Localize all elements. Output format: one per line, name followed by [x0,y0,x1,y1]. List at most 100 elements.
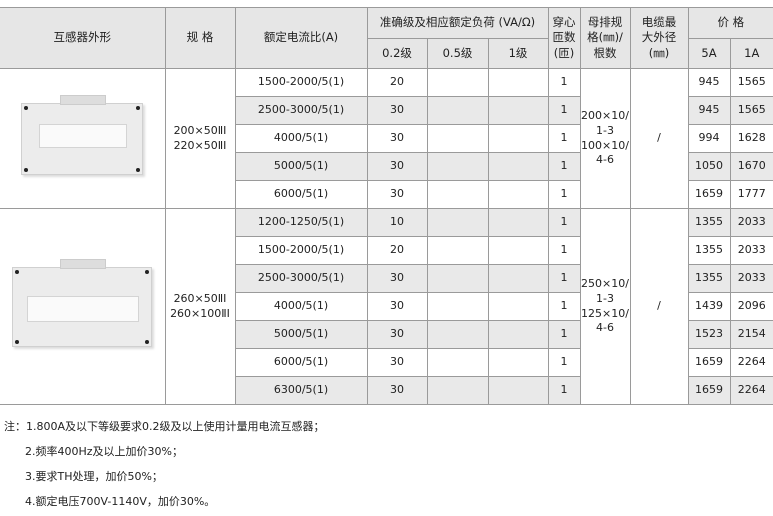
busbar-line: 1-3 [596,291,614,305]
price-5a-cell: 994 [687,124,731,153]
busbar-line: 125×10/ [581,306,629,320]
table-row: 5000/5(1) 30 1 1523 2154 [0,320,773,349]
busbar-line: 4-6 [596,153,614,167]
ratio-cell: 6000/5(1) [234,180,368,209]
acc-1-cell [487,208,549,237]
busbar-cell: 250×10/1-3 125×10/4-6 [579,208,631,405]
acc-1-cell [487,152,549,181]
ratio-cell: 5000/5(1) [234,320,368,349]
table-row: 6000/5(1) 30 1 1659 2264 [0,348,773,377]
price-1a-cell: 2033 [729,208,773,237]
acc-02-cell: 30 [366,152,428,181]
acc-05-cell [426,320,489,349]
busbar-line: 4-6 [596,321,614,335]
header-spec: 规 格 [164,7,236,69]
price-5a-cell: 1050 [687,152,731,181]
acc-05-cell [426,180,489,209]
price-5a-cell: 1659 [687,180,731,209]
ratio-cell: 1500-2000/5(1) [234,68,368,97]
turns-cell: 1 [547,68,581,97]
price-1a-cell: 1670 [729,152,773,181]
ratio-cell: 1200-1250/5(1) [234,208,368,237]
acc-1-cell [487,96,549,125]
ratio-cell: 2500-3000/5(1) [234,264,368,293]
price-1a-cell: 2264 [729,348,773,377]
price-1a-cell: 2033 [729,236,773,265]
header-price-5a: 5A [687,38,731,69]
current-transformer-photo [12,258,153,347]
header-acc-05: 0.5级 [426,38,489,69]
table-row: 5000/5(1) 30 1 1050 1670 [0,152,773,181]
ratio-cell: 4000/5(1) [234,124,368,153]
turns-cell: 1 [547,292,581,321]
busbar-cell: 200×10/1-3 100×10/4-6 [579,68,631,209]
acc-05-cell [426,152,489,181]
header-appearance: 互感器外形 [0,7,166,69]
price-1a-cell: 2096 [729,292,773,321]
ratio-cell: 2500-3000/5(1) [234,96,368,125]
acc-1-cell [487,124,549,153]
turns-cell: 1 [547,348,581,377]
header-price-1a: 1A [729,38,773,69]
busbar-line: 200×10/ [581,108,629,122]
turns-cell: 1 [547,236,581,265]
turns-cell: 1 [547,208,581,237]
price-5a-cell: 1355 [687,264,731,293]
turns-cell: 1 [547,180,581,209]
acc-02-cell: 30 [366,264,428,293]
header-turns: 穿心匝数(匝) [547,7,581,69]
price-1a-cell: 1777 [729,180,773,209]
acc-1-cell [487,376,549,405]
price-5a-cell: 1523 [687,320,731,349]
acc-1-cell [487,320,549,349]
header-cable: 电缆最大外径(㎜) [629,7,689,69]
spec-cell: 260×50ⅡⅠ 260×100ⅡⅠ [164,208,236,405]
price-1a-cell: 1565 [729,96,773,125]
ratio-cell: 5000/5(1) [234,152,368,181]
header-acc-02: 0.2级 [366,38,428,69]
turns-cell: 1 [547,264,581,293]
price-table: 互感器外形 规 格 额定电流比(A) 准确级及相应额定负荷 (VA/Ω) 穿心匝… [0,7,773,405]
acc-1-cell [487,68,549,97]
turns-cell: 1 [547,152,581,181]
busbar-line: 250×10/ [581,276,629,290]
price-5a-cell: 1355 [687,208,731,237]
ratio-cell: 6300/5(1) [234,376,368,405]
acc-05-cell [426,68,489,97]
spec-line: 260×50ⅡⅠ [173,291,227,305]
acc-05-cell [426,292,489,321]
note-item: 2.频率400Hz及以上加价30%； [25,445,183,458]
turns-cell: 1 [547,124,581,153]
current-transformer-photo [21,94,144,175]
ratio-cell: 4000/5(1) [234,292,368,321]
price-1a-cell: 1565 [729,68,773,97]
acc-02-cell: 30 [366,292,428,321]
header-acc-1: 1级 [487,38,549,69]
acc-05-cell [426,376,489,405]
acc-02-cell: 30 [366,348,428,377]
busbar-line: 100×10/ [581,138,629,152]
table-row: 200×50ⅡⅠ 220×50ⅡⅠ 1500-2000/5(1) 20 1 200×10/… [0,68,773,209]
busbar-line: 1-3 [596,123,614,137]
acc-1-cell [487,236,549,265]
note-item: 3.要求TH处理，加价50%； [25,470,163,483]
acc-1-cell [487,292,549,321]
acc-05-cell [426,124,489,153]
price-1a-cell: 2154 [729,320,773,349]
table-row: 6000/5(1) 30 1 1659 1777 [0,180,773,209]
table-row: 6300/5(1) 30 1 1659 2264 [0,376,773,405]
price-1a-cell: 2033 [729,264,773,293]
table-row: 4000/5(1) 30 1 994 1628 [0,124,773,153]
header-busbar: 母排规格(㎜)/根数 [579,7,631,69]
acc-02-cell: 30 [366,124,428,153]
acc-05-cell [426,208,489,237]
acc-02-cell: 30 [366,96,428,125]
note-item: 注：1.800A及以下等级要求0.2级及以上使用计量用电流互感器； [4,420,325,433]
acc-05-cell [426,348,489,377]
acc-05-cell [426,264,489,293]
price-5a-cell: 945 [687,68,731,97]
acc-02-cell: 30 [366,376,428,405]
spec-line: 260×100ⅡⅠ [170,306,230,320]
acc-05-cell [426,236,489,265]
price-5a-cell: 1439 [687,292,731,321]
